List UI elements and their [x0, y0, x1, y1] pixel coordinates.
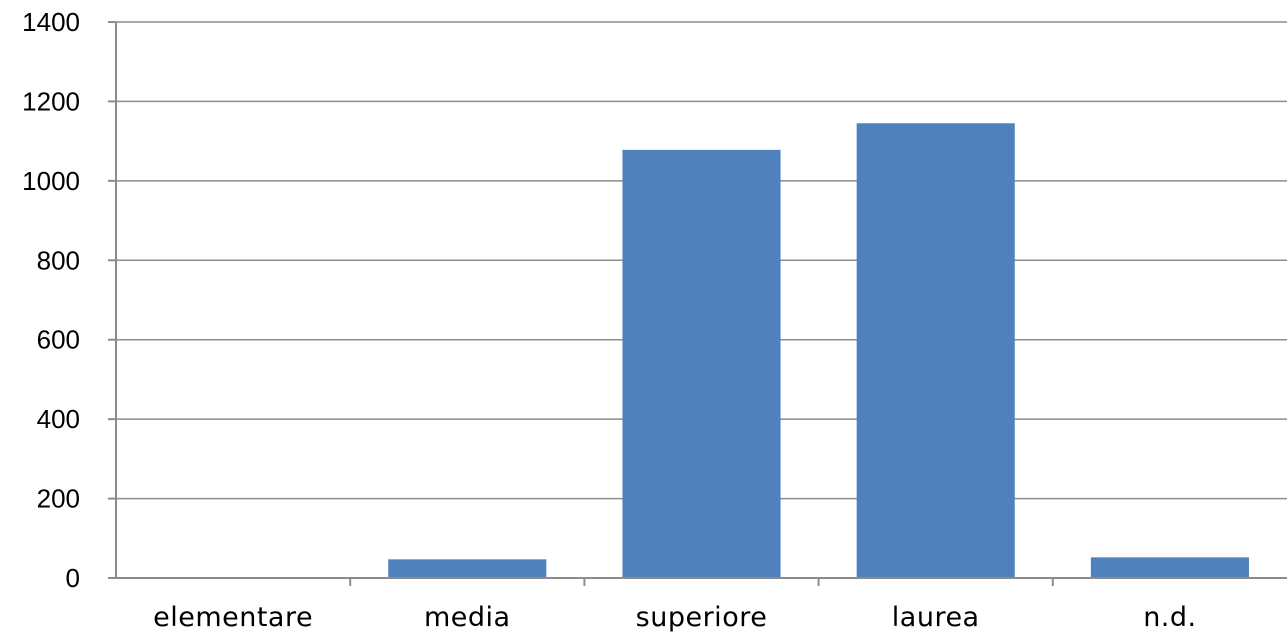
x-tick-label: elementare: [153, 602, 313, 633]
tick-labels: 0 200 400 600 800 1000 1200 1400 elementare media…: [22, 7, 1196, 633]
y-tick-label: 0: [66, 563, 80, 593]
bars: [388, 123, 1249, 579]
x-tick-label: n.d.: [1143, 602, 1196, 633]
bar-laurea: [856, 123, 1015, 579]
x-tick-label: media: [424, 602, 511, 633]
y-tick-label: 1000: [22, 166, 80, 196]
y-tick-label: 1200: [22, 86, 80, 116]
x-tick-label: laurea: [892, 602, 980, 633]
bar-media: [388, 559, 547, 578]
bar-superiore: [622, 149, 781, 578]
bar-n-d-: [1090, 557, 1249, 578]
y-tick-label: 400: [37, 404, 80, 434]
y-tick-label: 600: [37, 325, 80, 355]
y-tick-label: 1400: [22, 7, 80, 37]
axes: [108, 21, 1287, 586]
y-tick-label: 800: [37, 245, 80, 275]
y-tick-label: 200: [37, 484, 80, 514]
x-tick-label: superiore: [636, 602, 768, 633]
